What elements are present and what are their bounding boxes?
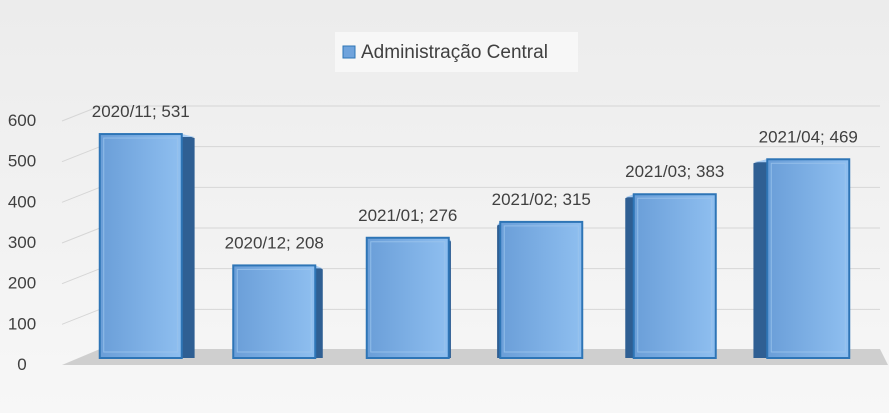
legend-label: Administração Central bbox=[361, 42, 548, 63]
y-tick-label: 400 bbox=[8, 192, 36, 211]
y-tick-label: 300 bbox=[8, 233, 36, 252]
bar-front-face bbox=[98, 133, 183, 359]
bar-inner-edge bbox=[103, 137, 179, 353]
legend-frame bbox=[335, 32, 578, 72]
gridline-depth bbox=[61, 186, 101, 203]
gridline-depth bbox=[61, 105, 101, 122]
data-label: 2021/02; 315 bbox=[492, 190, 591, 209]
bar-inner-edge bbox=[236, 268, 312, 353]
y-axis: 0 100 200 300 400 500 600 bbox=[8, 111, 36, 374]
legend: Administração Central bbox=[335, 32, 578, 72]
bars: 2020/11; 531 2020/12; 208 2021/01; 276 2021… bbox=[92, 102, 858, 359]
bar bbox=[232, 264, 323, 359]
gridline-depth bbox=[61, 308, 101, 325]
gridline-depth bbox=[61, 227, 101, 244]
bar-front-face bbox=[499, 220, 584, 359]
bar-front-face bbox=[365, 236, 450, 359]
bar-front-face bbox=[232, 264, 317, 359]
y-tick-label: 0 bbox=[17, 355, 26, 374]
bar-inner-edge bbox=[637, 197, 713, 353]
bar bbox=[753, 158, 851, 359]
gridline-depth bbox=[61, 146, 101, 163]
bar bbox=[497, 220, 584, 359]
bar-side-face bbox=[625, 194, 634, 358]
y-tick-label: 100 bbox=[8, 314, 36, 333]
y-tick-label: 500 bbox=[8, 152, 36, 171]
bar bbox=[98, 133, 195, 359]
bar-inner-edge bbox=[770, 162, 846, 353]
data-label: 2021/04; 469 bbox=[759, 127, 858, 146]
legend-swatch bbox=[342, 45, 356, 59]
bar-front-face bbox=[766, 158, 851, 359]
y-tick-label: 600 bbox=[8, 111, 36, 130]
data-label: 2020/11; 531 bbox=[92, 102, 190, 121]
bar-front-face bbox=[632, 193, 717, 359]
bar bbox=[365, 236, 451, 359]
bar-side-face bbox=[315, 265, 323, 358]
y-tick-label: 200 bbox=[8, 274, 36, 293]
gridline-depth bbox=[61, 268, 101, 285]
bar-inner-edge bbox=[503, 225, 579, 353]
bar bbox=[625, 193, 717, 359]
data-label: 2021/03; 383 bbox=[625, 162, 724, 181]
bar-side-face bbox=[181, 134, 195, 358]
bar-side-face bbox=[753, 159, 768, 358]
data-label: 2021/01; 276 bbox=[358, 206, 457, 225]
data-label: 2020/12; 208 bbox=[225, 233, 324, 252]
bar-inner-edge bbox=[370, 241, 446, 353]
